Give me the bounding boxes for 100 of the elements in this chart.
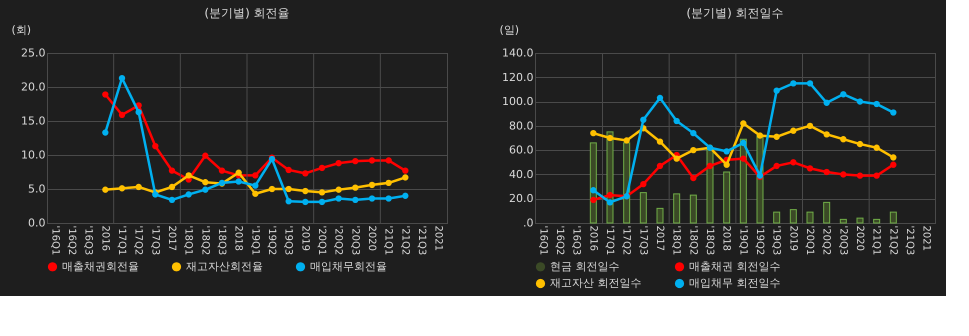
point (402, 167, 408, 174)
point (824, 168, 830, 176)
point (690, 146, 696, 154)
x-tick-label: '18Q1 (182, 226, 194, 256)
point (856, 98, 864, 105)
point (790, 80, 796, 87)
y-tick-label: 140.0 (502, 46, 534, 60)
y-tick-label: 120.0 (502, 70, 534, 84)
point (640, 116, 646, 123)
x-tick-label: '18Q3 (704, 226, 715, 256)
bar (690, 194, 697, 224)
x-tick-label: '21Q1 (870, 226, 882, 256)
legend-label: 매출채권 회전일수 (689, 260, 780, 273)
point (352, 158, 358, 164)
bar (656, 208, 664, 224)
point (590, 130, 596, 136)
point (118, 75, 126, 82)
point (840, 91, 846, 98)
x-tick-label: '18Q2 (687, 226, 698, 256)
point (318, 164, 326, 172)
x-tick-label: 2016 (587, 226, 598, 251)
point (856, 172, 864, 179)
point (252, 182, 258, 189)
point (590, 187, 596, 194)
point (824, 100, 830, 106)
point (368, 182, 376, 188)
legend-label: 매입채무회전율 (310, 260, 387, 273)
point (840, 136, 846, 142)
point (202, 179, 208, 186)
point (856, 140, 864, 148)
x-tick-label: '20Q1 (316, 226, 327, 256)
point (806, 165, 814, 172)
point (606, 192, 614, 198)
y-axis-title: (일) (500, 24, 520, 36)
x-tick-label: '16Q2 (66, 226, 77, 256)
y-tick-label: 80.0 (509, 119, 534, 132)
point (168, 184, 176, 190)
y-tick-label: 40.0 (509, 168, 534, 181)
point (102, 186, 108, 193)
x-tick-label: 2020 (854, 226, 865, 251)
y-tick-label: .0 (523, 216, 534, 230)
point (386, 157, 392, 164)
point (336, 195, 342, 202)
y-tick-label: 0.0 (28, 216, 46, 230)
point (740, 140, 746, 146)
x-tick-label: '20Q3 (837, 226, 848, 256)
x-tick-label: '17Q2 (132, 226, 144, 256)
bar (823, 202, 830, 224)
point (790, 128, 796, 134)
x-tick-label: '18Q2 (199, 226, 210, 256)
point (806, 80, 814, 87)
point (236, 178, 242, 185)
point (402, 174, 408, 181)
chart-title: (분기별) 회전율 (204, 6, 290, 20)
x-tick-label: '16Q3 (570, 226, 582, 256)
point (606, 199, 614, 206)
point (724, 162, 730, 168)
bar (856, 218, 864, 224)
point (624, 137, 630, 144)
x-tick-label: 2019 (299, 226, 310, 251)
point (136, 109, 142, 116)
point (402, 192, 408, 199)
legend-label: 매입채무 회전일수 (689, 276, 780, 290)
x-tick-label: '19Q1 (249, 226, 260, 256)
x-tick-label: '18Q1 (670, 226, 682, 256)
bar (773, 212, 780, 224)
point (386, 195, 392, 202)
x-tick-label: '16Q3 (82, 226, 94, 256)
x-tick-label: '18Q3 (216, 226, 227, 256)
bar (806, 212, 814, 224)
x-tick-label: 2017 (654, 226, 665, 251)
point (318, 189, 326, 196)
point (336, 160, 342, 166)
point (302, 188, 308, 194)
x-tick-label: 2020 (366, 226, 377, 251)
point (302, 198, 308, 206)
bar (673, 193, 680, 224)
x-tick-label: '19Q2 (266, 226, 277, 256)
bar (640, 192, 647, 224)
point (152, 143, 158, 150)
chart-title: (분기별) 회전일수 (686, 6, 784, 20)
point (336, 186, 342, 193)
point (168, 196, 176, 204)
x-tick-label: '16Q2 (554, 226, 565, 256)
x-tick-label: '21Q2 (887, 226, 898, 256)
x-tick-label: 2019 (787, 226, 798, 251)
point (890, 109, 896, 116)
bar (723, 172, 730, 224)
legend-label: 재고자산 회전일수 (550, 276, 642, 290)
x-tick-label: 2021 (432, 226, 444, 251)
point (790, 159, 796, 166)
point (218, 167, 226, 174)
x-tick-label: '20Q2 (820, 226, 832, 256)
point (890, 154, 896, 161)
point (740, 155, 746, 162)
x-tick-label: 2021 (920, 226, 932, 251)
x-tick-label: '19Q3 (282, 226, 294, 256)
point (286, 186, 292, 192)
point (674, 118, 680, 124)
point (352, 184, 358, 191)
